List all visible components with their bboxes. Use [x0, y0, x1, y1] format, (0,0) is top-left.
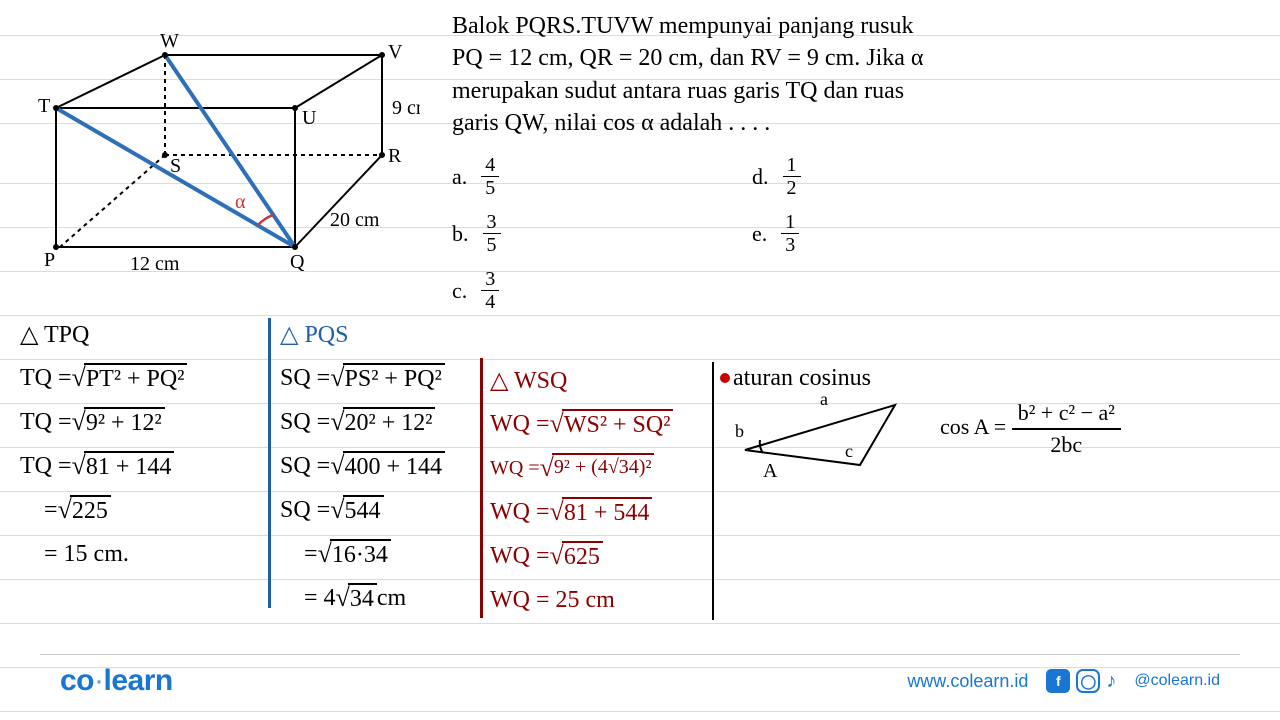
label-P: P: [44, 249, 55, 271]
divider-black: [712, 362, 714, 620]
work-col-wsq: △ WSQ WQ = √WS² + SQ² WQ = √9² + (4√34)²…: [490, 358, 720, 622]
footer-handle: @colearn.id: [1134, 672, 1220, 690]
box-diagram: T W V U P Q R S 12 cm 20 cm 9 cm α: [20, 20, 420, 270]
label-T: T: [38, 95, 50, 117]
work-col-cosine: aturan cosinus: [720, 356, 1240, 400]
problem-line: Balok PQRS.TUVW mempunyai panjang rusuk: [452, 10, 1252, 42]
col1-title: △ TPQ: [20, 312, 270, 356]
work-line: SQ = √PS² + PQ²: [280, 356, 500, 400]
svg-text:A: A: [763, 460, 778, 482]
col3-title: △ WSQ: [490, 358, 720, 402]
label-U: U: [302, 107, 317, 129]
options-block: a. 45 d. 12 b. 35 e. 13 c. 34: [452, 155, 1152, 326]
work-line: WQ = 25 cm: [490, 578, 720, 622]
label-V: V: [388, 41, 403, 63]
work-line: WQ = √625: [490, 534, 720, 578]
divider-red: [480, 358, 483, 618]
work-line: WQ = √WS² + SQ²: [490, 402, 720, 446]
edge-qr: 20 cm: [330, 209, 380, 231]
footer: co·learn www.colearn.id f ◯ ♪ @colearn.i…: [0, 664, 1280, 698]
option-b: b. 35: [452, 212, 752, 255]
option-e: e. 13: [752, 212, 1052, 255]
work-line: WQ = √9² + (4√34)²: [490, 446, 720, 490]
problem-statement: Balok PQRS.TUVW mempunyai panjang rusuk …: [452, 10, 1252, 140]
svg-text:b: b: [735, 421, 744, 441]
work-line: = 4√34 cm: [280, 576, 500, 620]
svg-text:a: a: [820, 395, 828, 409]
formula-lhs: cos A =: [940, 414, 1006, 439]
formula-num: b² + c² − a²: [1012, 400, 1121, 430]
option-a: a. 45: [452, 155, 752, 198]
work-line: TQ = √PT² + PQ²: [20, 356, 270, 400]
cosine-formula: cos A = b² + c² − a² 2bc: [940, 400, 1121, 458]
footer-url: www.colearn.id: [907, 671, 1028, 692]
svg-text:c: c: [845, 441, 853, 461]
tiktok-icon: ♪: [1106, 670, 1116, 693]
divider-blue: [268, 318, 271, 608]
work-line: = 15 cm.: [20, 532, 270, 576]
work-line: WQ = √81 + 544: [490, 490, 720, 534]
work-line: SQ = √544: [280, 488, 500, 532]
work-line: SQ = √400 + 144: [280, 444, 500, 488]
work-line: TQ = √81 + 144: [20, 444, 270, 488]
work-col-tpq: △ TPQ TQ = √PT² + PQ² TQ = √9² + 12² TQ …: [20, 312, 270, 576]
work-line: = √225: [20, 488, 270, 532]
problem-line: garis QW, nilai cos α adalah . . . .: [452, 107, 1252, 139]
cosine-triangle: a b c A: [735, 395, 925, 500]
facebook-icon: f: [1046, 669, 1070, 693]
work-col-pqs: △ PQS SQ = √PS² + PQ² SQ = √20² + 12² SQ…: [280, 312, 500, 620]
work-line: = √16·34: [280, 532, 500, 576]
cosine-label: aturan cosinus: [720, 356, 1240, 400]
label-W: W: [160, 30, 179, 52]
col2-title: △ PQS: [280, 312, 500, 356]
brand-logo: co·learn: [60, 664, 173, 698]
edge-pq: 12 cm: [130, 253, 180, 275]
edge-rv: 9 cm: [392, 97, 420, 119]
label-Q: Q: [290, 251, 305, 273]
problem-line: PQ = 12 cm, QR = 20 cm, dan RV = 9 cm. J…: [452, 42, 1252, 74]
label-S: S: [170, 155, 181, 177]
label-R: R: [388, 145, 402, 167]
work-line: SQ = √20² + 12²: [280, 400, 500, 444]
footer-divider: [40, 654, 1240, 655]
problem-line: merupakan sudut antara ruas garis TQ dan…: [452, 75, 1252, 107]
instagram-icon: ◯: [1076, 669, 1100, 693]
formula-den: 2bc: [1050, 430, 1082, 458]
social-icons: f ◯ ♪: [1046, 669, 1116, 693]
angle-alpha: α: [235, 191, 246, 213]
option-c: c. 34: [452, 269, 752, 312]
work-line: TQ = √9² + 12²: [20, 400, 270, 444]
option-d: d. 12: [752, 155, 1052, 198]
